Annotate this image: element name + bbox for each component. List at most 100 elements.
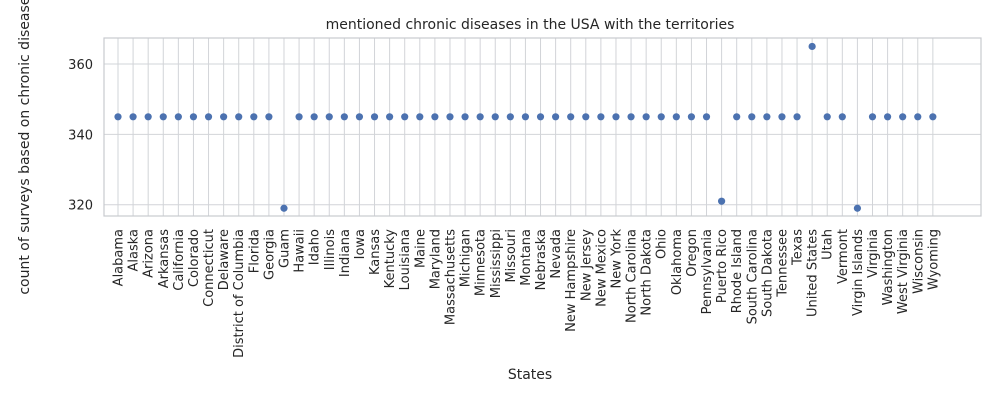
data-point [899,113,907,121]
x-tick-label: Louisiana [398,229,413,290]
x-tick-label: Georgia [262,229,277,280]
x-tick-label: Wyoming [926,229,941,290]
data-point [687,113,696,121]
data-point [446,113,454,121]
x-tick-label: South Carolina [745,229,760,324]
data-point [189,113,198,121]
x-tick-label: Montana [519,229,534,286]
data-point [280,204,288,212]
data-point [763,113,771,121]
data-point [793,113,801,121]
data-point [883,113,892,121]
x-tick-label: California [172,229,187,291]
x-tick-label: Connecticut [202,229,217,307]
x-tick-label: New Mexico [594,229,609,307]
x-gridlines [117,38,934,216]
data-point [431,113,439,121]
data-point [265,113,273,121]
x-tick-label: Hawaii [293,229,308,273]
data-point [868,113,877,121]
x-tick-label: Indiana [338,229,353,277]
x-tick-label: Virgin Islands [851,229,866,316]
x-tick-label: Puerto Rico [715,229,730,303]
x-tick-label: Ohio [655,229,670,259]
x-tick-label: Oregon [685,229,700,277]
x-tick-label: Mississippi [489,229,504,298]
data-point [114,113,122,121]
data-point [567,113,575,121]
x-tick-label: Utah [821,229,836,260]
data-point [823,113,831,121]
x-axis-label: States [508,367,552,383]
x-tick-label: Kansas [368,229,383,275]
x-tick-label: Michigan [459,229,474,287]
data-point [416,113,424,121]
data-point [552,113,560,121]
x-tick-label: Illinois [323,229,338,270]
x-tick-label: West Virginia [896,229,911,314]
x-tick-label: Washington [881,229,896,305]
data-point [929,113,937,121]
x-tick-label: Arizona [142,229,157,278]
data-point [914,113,922,121]
x-tick-label: United States [806,229,821,317]
x-tick-label: Pennsylvania [700,229,715,314]
data-point [355,113,364,121]
x-tick-label: North Dakota [640,229,655,316]
data-point [808,42,816,51]
y-tick-label: 340 [68,128,93,143]
data-point [144,113,152,121]
x-tick-label: Idaho [308,229,323,265]
x-tick-label: Wisconsin [911,229,926,294]
data-point [853,204,862,212]
data-point [250,113,258,121]
x-tick-label: Nevada [549,229,564,279]
x-tick-label: Maine [413,229,428,268]
x-tick-label: Nebraska [534,229,549,290]
x-tick-label: District of Columbia [232,229,247,358]
x-tick-label: Vermont [836,229,851,284]
data-point [597,113,605,121]
x-tick-label: Alabama [112,229,127,286]
chart-title: mentioned chronic diseases in the USA wi… [326,17,735,33]
x-tick-label: Guam [277,229,292,268]
data-point [657,113,665,121]
data-point [310,113,318,121]
data-point [778,113,786,121]
x-tick-label: Texas [791,229,806,266]
x-tick-labels: Alabama Alaska Arizona Arkansas California Co… [112,229,942,358]
x-tick-label: New Hampshire [564,229,579,332]
data-point [129,113,137,121]
data-point [476,113,484,121]
x-tick-label: New Jersey [579,229,594,301]
data-point [491,113,499,121]
data-point [461,113,469,121]
x-tick-label: South Dakota [760,229,775,317]
data-point [748,113,756,121]
x-tick-label: New York [609,229,624,289]
y-tick-labels: 320 340 360 [68,58,93,214]
y-tick-label: 360 [68,58,93,73]
data-point [536,113,545,121]
data-point [340,113,348,121]
x-tick-label: North Carolina [625,229,640,323]
data-points [114,42,937,212]
data-point [204,113,213,121]
data-point [159,113,167,121]
data-point [521,113,530,121]
data-point [235,113,243,121]
x-tick-label: Minnesota [474,229,489,296]
data-point [295,113,303,121]
data-point [220,113,228,121]
plot-frame [103,37,982,217]
x-tick-label: Alaska [127,229,142,272]
y-gridlines [104,63,981,206]
data-point [838,113,846,121]
x-tick-label: Oklahoma [670,229,685,295]
data-point [612,113,620,121]
data-point [733,113,741,121]
x-tick-label: Missouri [504,229,519,283]
x-tick-label: Colorado [187,229,202,287]
y-axis-label: count of surveys based on chronic diseas… [17,0,33,295]
